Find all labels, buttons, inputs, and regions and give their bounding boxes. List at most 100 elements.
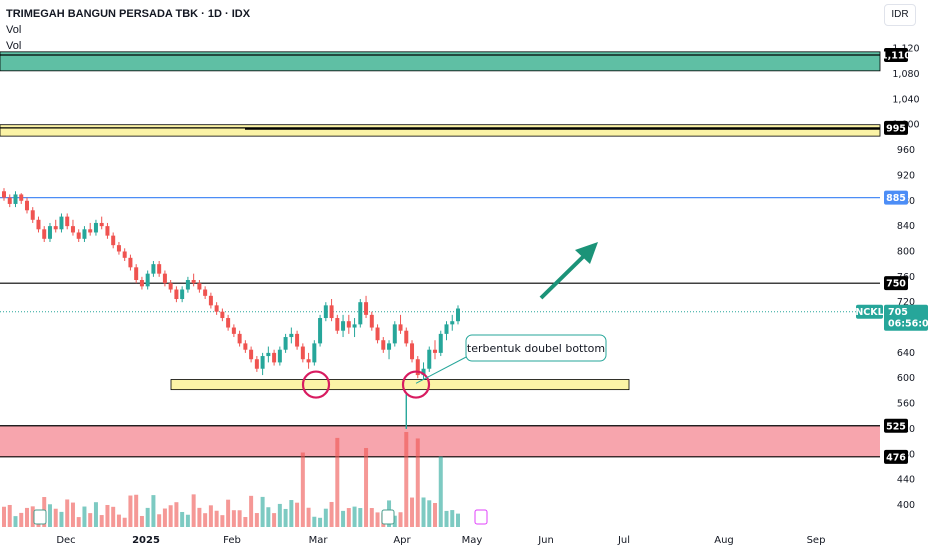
candle-body-43 xyxy=(249,349,254,360)
candle-body-26 xyxy=(151,264,156,274)
volume-bar-5 xyxy=(30,506,35,527)
price-tag-label: 750 xyxy=(886,279,906,290)
candle-body-22 xyxy=(128,257,133,268)
zones-layer xyxy=(0,51,881,457)
volume-bar-34 xyxy=(197,507,202,527)
volume-bar-63 xyxy=(364,447,369,527)
volume-bar-58 xyxy=(335,437,340,527)
candle-body-62 xyxy=(358,302,363,325)
volume-bar-10 xyxy=(59,511,64,527)
volume-legend-2[interactable]: Vol xyxy=(6,40,22,52)
earnings-marker-0 xyxy=(33,509,47,525)
x-tick-label: 2025 xyxy=(132,535,160,546)
volume-bar-64 xyxy=(369,508,374,527)
callout-text: terbentuk doubel bottom xyxy=(467,342,605,355)
volume-bar-54 xyxy=(312,516,317,527)
candle-body-24 xyxy=(139,280,144,287)
volume-bar-73 xyxy=(421,497,426,527)
y-tick-label: 640 xyxy=(897,348,915,359)
x-tick-label: Dec xyxy=(56,535,75,546)
volume-bar-19 xyxy=(111,506,116,527)
time-axis[interactable]: Dec 2025 Feb Mar Apr May Jun Jul Aug Sep xyxy=(56,535,825,546)
price-tag-bg-5 xyxy=(884,449,908,464)
last-price-countdown: 06:56:02 xyxy=(888,319,932,330)
candle-body-74 xyxy=(427,349,432,369)
volume-bar-52 xyxy=(300,452,305,527)
volume-bar-43 xyxy=(249,495,254,527)
volume-bar-70 xyxy=(404,432,409,527)
callout-pointer xyxy=(415,354,471,384)
volume-bar-9 xyxy=(53,508,58,527)
y-tick-label: 920 xyxy=(897,170,915,181)
candle-body-69 xyxy=(398,324,403,331)
currency-button[interactable]: IDR xyxy=(884,4,916,26)
candle-body-28 xyxy=(162,273,167,284)
volume-bar-69 xyxy=(398,512,403,527)
candle-body-46 xyxy=(266,352,271,357)
volume-bar-2 xyxy=(13,516,18,527)
candle-body-65 xyxy=(375,327,380,341)
volume-bar-44 xyxy=(254,513,259,527)
y-tick-label: 560 xyxy=(897,399,915,410)
candle-body-17 xyxy=(99,222,104,227)
y-tick-label: 960 xyxy=(897,145,915,156)
candle-body-33 xyxy=(191,280,196,284)
candle-body-9 xyxy=(53,226,58,230)
candle-body-78 xyxy=(450,321,455,325)
volume-bar-20 xyxy=(116,514,121,527)
volume-bar-57 xyxy=(329,501,334,527)
earnings-marker-future xyxy=(474,509,488,525)
volume-bar-62 xyxy=(358,508,363,527)
candle-body-34 xyxy=(197,283,202,290)
horizontal-levels xyxy=(0,54,880,458)
candle-body-53 xyxy=(306,359,311,363)
volume-bar-18 xyxy=(105,504,110,527)
candle-body-63 xyxy=(364,302,369,315)
volume-bar-36 xyxy=(208,505,213,527)
y-tick-label: 800 xyxy=(897,246,915,257)
y-tick-label: 600 xyxy=(897,373,915,384)
volume-bar-1 xyxy=(7,504,12,527)
price-tag-bg-0 xyxy=(884,48,908,62)
volume-bar-11 xyxy=(65,499,70,527)
y-tick-label: 840 xyxy=(897,221,915,232)
candle-body-15 xyxy=(88,229,93,233)
candle-body-55 xyxy=(318,318,323,344)
volume-bar-45 xyxy=(260,496,265,527)
price-tag-label: 476 xyxy=(886,452,906,463)
volume-bar-38 xyxy=(220,515,225,527)
volume-bar-78 xyxy=(450,510,455,527)
candle-body-42 xyxy=(243,343,248,350)
x-tick-label: Feb xyxy=(223,535,241,546)
volume-bar-41 xyxy=(237,510,242,527)
volume-bar-61 xyxy=(352,506,357,527)
volume-bar-40 xyxy=(231,510,236,527)
candle-body-31 xyxy=(180,289,185,300)
candle-body-68 xyxy=(392,324,397,344)
candle-body-44 xyxy=(254,359,259,369)
x-tick-label: May xyxy=(462,535,483,546)
candle-body-48 xyxy=(277,349,282,363)
symbol-title[interactable]: TRIMEGAH BANGUN PERSADA TBK · 1D · IDX xyxy=(6,8,251,20)
candle-body-2 xyxy=(13,194,18,204)
candle-body-0 xyxy=(2,191,6,198)
candle-body-20 xyxy=(116,245,121,252)
candle-body-36 xyxy=(208,295,213,306)
zone-support-586 xyxy=(170,379,630,391)
volume-bar-27 xyxy=(157,514,162,527)
volume-bar-25 xyxy=(145,507,150,527)
x-tick-label: Jul xyxy=(617,535,630,546)
x-tick-label: Mar xyxy=(309,535,329,546)
volume-legend-1[interactable]: Vol xyxy=(6,24,22,36)
volume-bar-48 xyxy=(277,503,282,527)
price-tag-label: 1,110 xyxy=(881,51,911,62)
volume-bar-74 xyxy=(427,500,432,527)
bottom-circle-1 xyxy=(301,370,331,399)
volume-bar-49 xyxy=(283,508,288,527)
candle-body-19 xyxy=(111,235,116,246)
volume-bar-46 xyxy=(266,507,271,527)
candle-body-37 xyxy=(214,305,219,312)
candle-body-58 xyxy=(335,318,340,331)
price-tag-bg-4 xyxy=(884,418,908,433)
